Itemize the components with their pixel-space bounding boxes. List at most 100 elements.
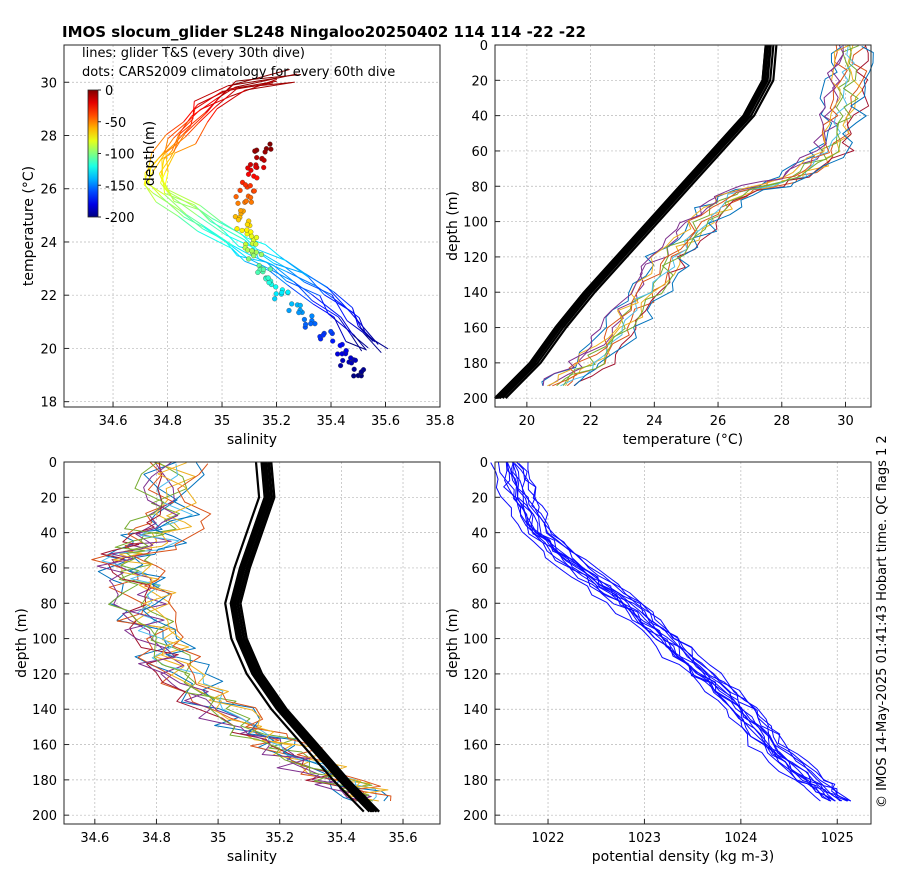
x-tick-label: 35.2 (265, 831, 294, 846)
climatology-dot (249, 248, 255, 254)
y-tick-label: 24 (40, 236, 57, 251)
climatology-dot (289, 301, 295, 307)
glider-ts-line (244, 239, 255, 250)
glider-ts-line (206, 108, 218, 123)
glider-ts-line (256, 248, 287, 262)
climatology-dot (320, 332, 326, 338)
climatology-temperature-line (495, 44, 768, 399)
glider-ts-line (164, 192, 195, 206)
glider-ts-line (164, 171, 169, 185)
x-axis-label: salinity (227, 432, 277, 448)
climatology-dot (273, 291, 279, 297)
glider-ts-line (177, 215, 199, 232)
x-tick-label: 35.6 (389, 831, 418, 846)
glider-ts-line (204, 97, 220, 114)
glider-ts-line (160, 182, 172, 198)
climatology-dot (244, 227, 250, 233)
glider-ts-line (180, 115, 193, 132)
y-axis-label: depth (m) (14, 608, 30, 678)
climatology-dot (234, 226, 240, 232)
glider-ts-line (362, 331, 382, 354)
climatology-salinity-line (239, 461, 380, 813)
y-tick-label: 100 (463, 633, 488, 648)
glider-ts-line (163, 150, 173, 160)
glider-ts-line (216, 89, 246, 110)
x-tick-label: 26 (710, 414, 727, 429)
x-tick-label: 35.4 (327, 831, 356, 846)
climatology-dot (235, 200, 241, 206)
climatology-dot (238, 208, 244, 214)
climatology-dot (254, 155, 260, 161)
x-tick-label: 1022 (531, 831, 564, 846)
glider-ts-line (151, 153, 166, 174)
glider-ts-line (293, 281, 313, 301)
glider-ts-line (270, 269, 295, 283)
glider-ts-line (165, 188, 201, 206)
glider-ts-line (247, 237, 266, 245)
glider-ts-line (358, 317, 367, 336)
x-tick-label: 20 (519, 414, 536, 429)
climatology-dot (272, 296, 278, 302)
y-tick-label: 0 (480, 456, 488, 471)
climatology-dot (246, 256, 252, 262)
glider-temperature-line (547, 44, 851, 387)
glider-ts-line (307, 274, 328, 288)
y-tick-label: 20 (40, 342, 57, 357)
x-axis-label: temperature (°C) (623, 432, 743, 448)
glider-ts-line (183, 216, 205, 228)
glider-ts-line (312, 303, 335, 318)
climatology-dot (267, 266, 273, 272)
climatology-dot (301, 316, 307, 323)
glider-ts-line (187, 109, 201, 122)
glider-ts-line (235, 73, 297, 88)
glider-temperature-line (562, 44, 859, 387)
glider-ts-line (346, 320, 363, 333)
y-axis-label: depth (m) (445, 608, 461, 678)
climatology-dot (255, 269, 261, 275)
glider-ts-line (273, 263, 306, 275)
glider-ts-line (197, 230, 233, 249)
glider-density-line (512, 461, 841, 802)
glider-ts-line (195, 122, 208, 145)
glider-ts-line (333, 316, 347, 342)
colorbar-label: depth(m) (142, 121, 158, 186)
glider-ts-line (194, 91, 223, 110)
glider-ts-line (165, 136, 186, 154)
x-tick-label: 34.6 (80, 831, 109, 846)
glider-ts-line (167, 120, 189, 139)
glider-ts-line (211, 217, 242, 235)
glider-salinity-line (91, 461, 358, 802)
x-tick-label: 28 (774, 414, 791, 429)
glider-density-line (497, 461, 832, 802)
glider-temperature-line (574, 46, 874, 387)
y-tick-label: 80 (471, 180, 488, 195)
climatology-dot (273, 284, 279, 290)
climatology-dot (351, 373, 357, 379)
glider-ts-line (285, 260, 308, 276)
climatology-dot (308, 321, 314, 327)
y-tick-label: 22 (40, 289, 57, 304)
climatology-dot (251, 188, 257, 194)
glider-ts-line (209, 220, 246, 241)
glider-ts-line (186, 214, 201, 225)
x-tick-label: 30 (837, 414, 854, 429)
plot-area (64, 462, 440, 824)
climatology-temperature-line (504, 44, 778, 399)
x-tick-label: 1025 (821, 831, 854, 846)
glider-temperature-line (565, 44, 864, 387)
x-tick-label: 1024 (724, 831, 757, 846)
climatology-dot (248, 229, 254, 235)
colorbar-tick-label: -200 (105, 211, 135, 226)
climatology-dot (260, 266, 267, 272)
glider-ts-line (215, 86, 236, 100)
glider-ts-line (345, 341, 366, 350)
glider-ts-line (352, 307, 359, 327)
glider-density-line (512, 462, 836, 802)
glider-ts-line (197, 208, 213, 219)
glider-ts-line (164, 138, 169, 154)
climatology-dot (335, 351, 341, 357)
climatology-dot (258, 251, 264, 258)
legend-line: lines: glider T&S (every 30th dive) (82, 46, 305, 61)
climatology-dot (285, 289, 291, 295)
climatology-salinity-line (224, 461, 365, 813)
